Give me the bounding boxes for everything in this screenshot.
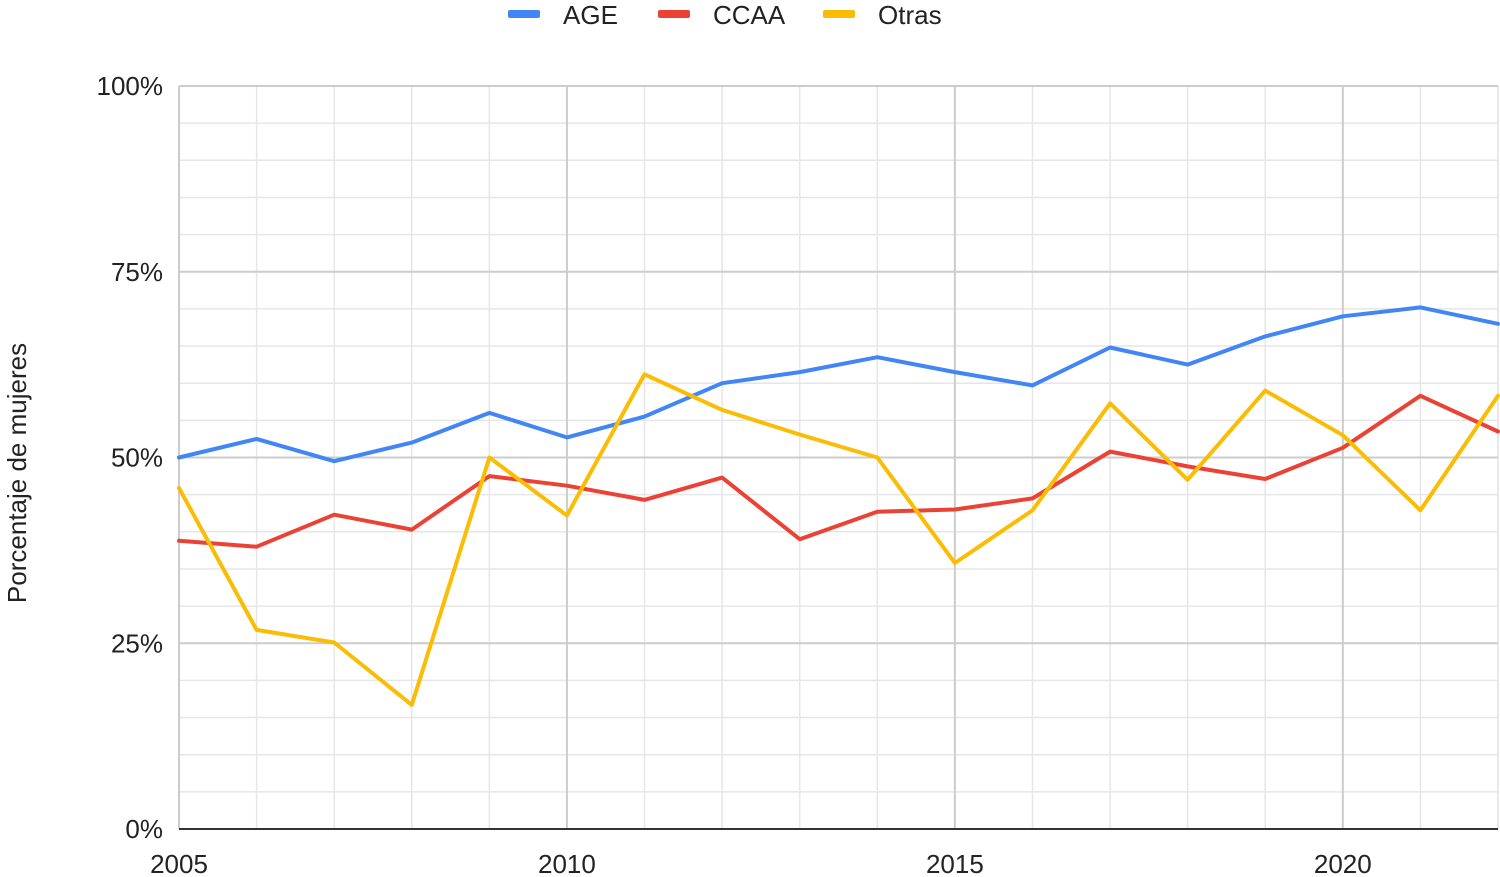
legend-swatch-ccaa: [658, 10, 690, 18]
legend-swatch-otras: [823, 10, 855, 18]
y-axis-title: Porcentaje de mujeres: [2, 343, 32, 603]
major-gridlines: [179, 85, 1498, 829]
legend-label-ccaa: CCAA: [713, 0, 786, 30]
x-tick-label: 2005: [150, 849, 208, 877]
x-axis-tick-labels: 2005 2010 2015 2020: [150, 849, 1372, 877]
y-tick-label: 0%: [125, 814, 163, 844]
y-tick-label: 25%: [111, 628, 163, 658]
y-tick-label: 100%: [97, 71, 164, 101]
legend-swatch-age: [508, 10, 540, 18]
series-line-age: [177, 305, 1500, 464]
x-tick-label: 2015: [926, 849, 984, 877]
series-line-ccaa: [177, 393, 1500, 549]
legend: AGE CCAA Otras: [508, 0, 942, 30]
x-tick-label: 2010: [538, 849, 596, 877]
series-line-otras: [177, 372, 1500, 707]
x-tick-label: 2020: [1314, 849, 1372, 877]
y-tick-label: 50%: [111, 443, 163, 473]
y-tick-label: 75%: [111, 257, 163, 287]
series-lines: [177, 305, 1500, 707]
legend-label-otras: Otras: [878, 0, 942, 30]
y-axis-tick-labels: 0% 25% 50% 75% 100%: [97, 71, 164, 844]
legend-label-age: AGE: [563, 0, 618, 30]
